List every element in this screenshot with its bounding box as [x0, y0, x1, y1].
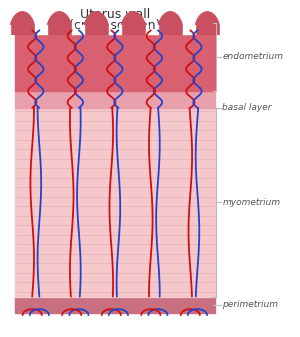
Polygon shape: [120, 12, 146, 34]
Bar: [15, 34, 215, 91]
Bar: [15, 297, 215, 313]
Polygon shape: [157, 12, 183, 34]
Text: Uterus wall: Uterus wall: [80, 8, 150, 22]
Text: basal layer: basal layer: [222, 103, 272, 112]
Polygon shape: [83, 12, 109, 34]
Text: perimetrium: perimetrium: [222, 301, 278, 309]
Text: myometrium: myometrium: [222, 198, 280, 207]
Text: (cross section): (cross section): [69, 19, 160, 32]
Text: endometrium: endometrium: [222, 52, 283, 61]
Bar: [15, 108, 215, 297]
Polygon shape: [194, 12, 220, 34]
Polygon shape: [46, 12, 72, 34]
Polygon shape: [9, 12, 35, 34]
Bar: [15, 91, 215, 108]
